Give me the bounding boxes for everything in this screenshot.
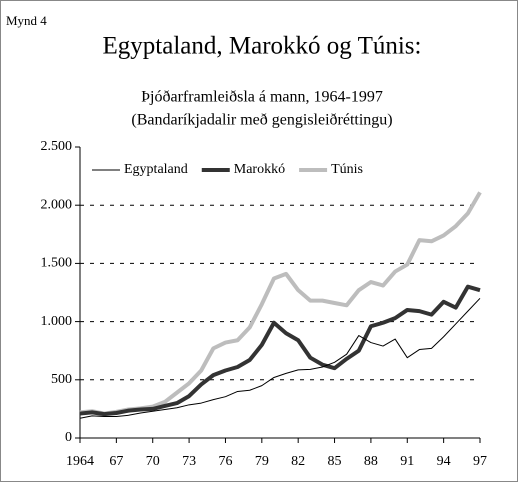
- y-tick-label: 2.500: [41, 139, 73, 154]
- x-tick-label: 82: [291, 454, 305, 469]
- legend-label: Egyptaland: [124, 162, 188, 177]
- x-tick-label: 1964: [66, 454, 94, 469]
- subtitle: Þjóðarframleiðsla á mann, 1964-1997: [141, 89, 383, 106]
- x-tick-label: 76: [218, 454, 232, 469]
- subtitle: (Bandaríkjadalir með gengisleiðréttingu): [131, 112, 392, 129]
- series-line: [79, 297, 481, 419]
- y-tick-label: 500: [51, 372, 72, 387]
- y-tick-label: 1.500: [41, 256, 73, 271]
- y-tick-label: 0: [65, 430, 72, 445]
- x-tick-label: 70: [146, 454, 160, 469]
- x-tick-label: 88: [364, 454, 378, 469]
- y-tick-label: 2.000: [41, 197, 73, 212]
- y-tick-label: 1.000: [41, 314, 73, 329]
- x-tick-label: 91: [400, 454, 414, 469]
- x-tick-label: 79: [255, 454, 269, 469]
- figure-label: Mynd 4: [6, 13, 47, 28]
- x-tick-label: 97: [473, 454, 487, 469]
- chart-title: Egyptaland, Marokkó og Túnis:: [103, 33, 422, 60]
- series-line: [79, 284, 481, 417]
- x-tick-label: 85: [328, 454, 342, 469]
- x-tick-label: 67: [109, 454, 123, 469]
- legend-label: Marokkó: [234, 162, 285, 177]
- x-tick-label: 73: [182, 454, 196, 469]
- legend-label: Túnis: [331, 162, 363, 177]
- x-tick-label: 94: [437, 454, 451, 469]
